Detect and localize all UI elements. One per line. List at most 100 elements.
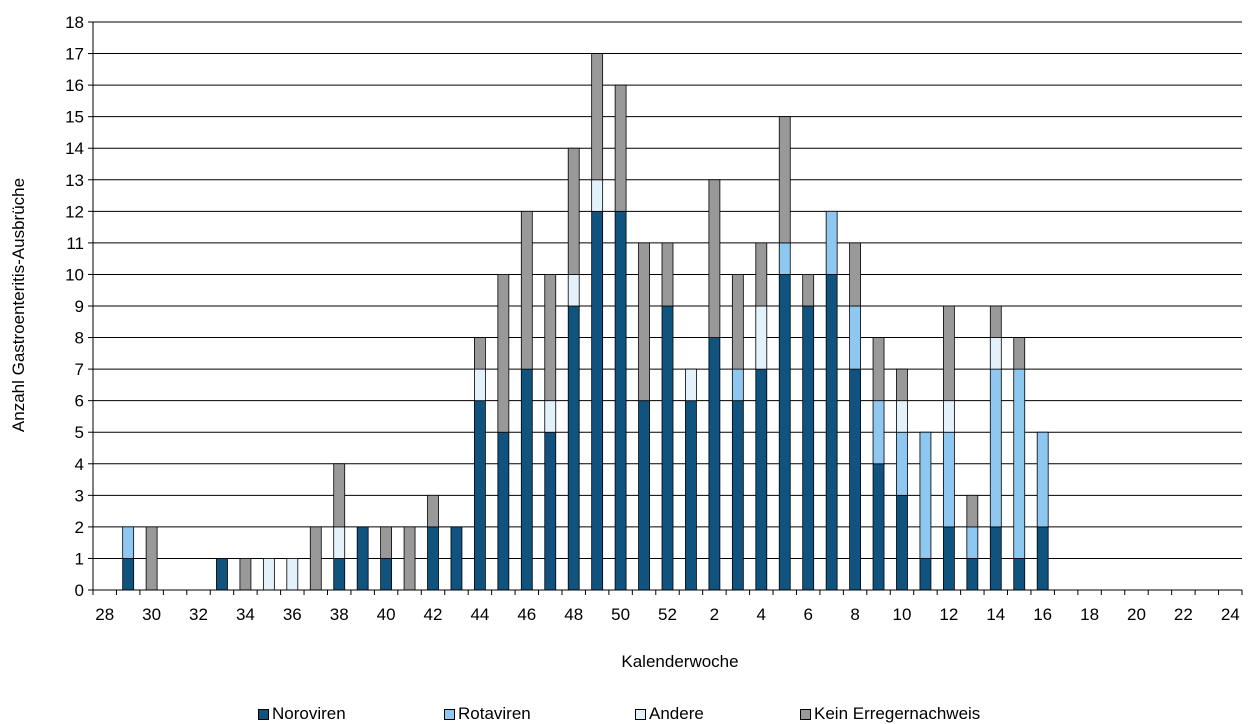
bar-segment bbox=[755, 368, 768, 591]
x-tick-label: 50 bbox=[611, 605, 630, 624]
bar-segment bbox=[520, 368, 533, 591]
bar-segment bbox=[544, 400, 557, 433]
x-tick-label: 4 bbox=[757, 605, 766, 624]
x-tick-label: 22 bbox=[1174, 605, 1193, 624]
y-tick-label: 5 bbox=[75, 423, 84, 442]
bar-segment bbox=[122, 558, 135, 591]
bar-segment bbox=[474, 337, 486, 370]
bar-segment bbox=[685, 368, 697, 402]
x-tick-label: 20 bbox=[1127, 605, 1146, 624]
x-tick-label: 36 bbox=[283, 605, 302, 624]
bar-segment bbox=[544, 274, 557, 402]
bars bbox=[122, 53, 1049, 591]
bar-segment bbox=[216, 558, 228, 591]
y-tick-label: 13 bbox=[65, 171, 84, 190]
x-tick-label: 34 bbox=[236, 605, 255, 624]
bar-segment bbox=[966, 494, 979, 528]
x-tick-label: 48 bbox=[564, 605, 583, 624]
y-tick-label: 12 bbox=[65, 202, 84, 221]
bar-segment bbox=[989, 368, 1002, 528]
bar-segment bbox=[778, 274, 791, 591]
legend-swatch bbox=[444, 708, 455, 720]
bar-segment bbox=[755, 242, 768, 307]
x-tick-label: 44 bbox=[470, 605, 489, 624]
bar-segment bbox=[1036, 431, 1049, 528]
y-tick-label: 0 bbox=[75, 581, 84, 600]
bar-segment bbox=[966, 558, 979, 591]
bar-segment bbox=[989, 305, 1002, 338]
bar-segment bbox=[450, 526, 463, 591]
y-tick-label: 17 bbox=[65, 45, 84, 64]
legend-swatch bbox=[258, 708, 269, 720]
x-tick-label: 18 bbox=[1080, 605, 1099, 624]
x-tick-label: 12 bbox=[939, 605, 958, 624]
bar-segment bbox=[685, 400, 697, 591]
bar-segment bbox=[896, 494, 908, 591]
y-tick-label: 2 bbox=[75, 518, 84, 537]
bar-segment bbox=[427, 526, 439, 591]
bar-segment bbox=[497, 431, 510, 591]
bar-segment bbox=[731, 368, 744, 402]
y-tick-label: 15 bbox=[65, 108, 84, 127]
x-tick-label: 52 bbox=[658, 605, 677, 624]
axes bbox=[88, 21, 1243, 595]
y-tick-label: 11 bbox=[66, 234, 84, 253]
bar-segment bbox=[708, 179, 721, 338]
bar-segment bbox=[638, 400, 650, 591]
legend-item: Andere bbox=[635, 704, 704, 724]
y-tick-label: 7 bbox=[75, 360, 84, 379]
bar-segment bbox=[731, 400, 744, 591]
legend-swatch bbox=[635, 708, 646, 720]
bar-segment bbox=[145, 526, 158, 591]
bar-segment bbox=[989, 337, 1002, 370]
y-tick-label: 8 bbox=[75, 329, 84, 348]
bar-segment bbox=[708, 337, 721, 591]
bar-segment bbox=[1013, 558, 1026, 591]
bar-segment bbox=[333, 558, 346, 591]
bar-segment bbox=[356, 526, 369, 591]
bar-segment bbox=[755, 305, 768, 370]
y-tick-label: 1 bbox=[75, 549, 84, 568]
bar-segment bbox=[966, 526, 979, 559]
bar-segment bbox=[872, 400, 885, 465]
y-tick-label: 4 bbox=[75, 455, 84, 474]
bar-segment bbox=[239, 558, 252, 591]
bar-segment bbox=[567, 274, 580, 307]
bar-segment bbox=[896, 431, 908, 496]
legend-item: Kein Erregernachweis bbox=[800, 704, 980, 724]
x-tick-label: 6 bbox=[803, 605, 812, 624]
bar-segment bbox=[567, 147, 580, 275]
bar-segment bbox=[802, 305, 815, 591]
x-tick-label: 8 bbox=[850, 605, 859, 624]
bar-segment bbox=[661, 242, 674, 307]
bar-segment bbox=[591, 179, 604, 212]
bar-segment bbox=[942, 305, 955, 402]
bar-segment bbox=[262, 558, 275, 591]
bar-segment bbox=[825, 274, 838, 591]
legend-label: Kein Erregernachweis bbox=[814, 704, 981, 723]
gridlines bbox=[93, 21, 1242, 559]
bar-segment bbox=[849, 305, 861, 370]
x-tick-label: 42 bbox=[424, 605, 443, 624]
y-tick-label: 14 bbox=[65, 139, 84, 158]
bar-segment bbox=[896, 368, 908, 402]
x-tick-label: 14 bbox=[986, 605, 1005, 624]
legend-label: Noroviren bbox=[272, 704, 346, 723]
y-tick-label: 9 bbox=[75, 297, 84, 316]
bar-segment bbox=[989, 526, 1002, 591]
bar-segment bbox=[309, 526, 322, 591]
bar-segment bbox=[380, 558, 393, 591]
bar-segment bbox=[919, 431, 932, 559]
bar-segment bbox=[919, 558, 932, 591]
bar-segment bbox=[872, 337, 885, 402]
bar-segment bbox=[849, 368, 861, 591]
y-axis-label: Anzahl Gastroenteritis-Ausbrüche bbox=[9, 178, 28, 432]
bar-segment bbox=[1013, 337, 1026, 370]
bar-segment bbox=[942, 400, 955, 433]
bar-segment bbox=[567, 305, 580, 591]
legend-label: Rotaviren bbox=[458, 704, 531, 723]
y-tick-label: 10 bbox=[65, 265, 84, 284]
x-tick-label: 28 bbox=[95, 605, 114, 624]
bar-segment bbox=[802, 274, 815, 307]
